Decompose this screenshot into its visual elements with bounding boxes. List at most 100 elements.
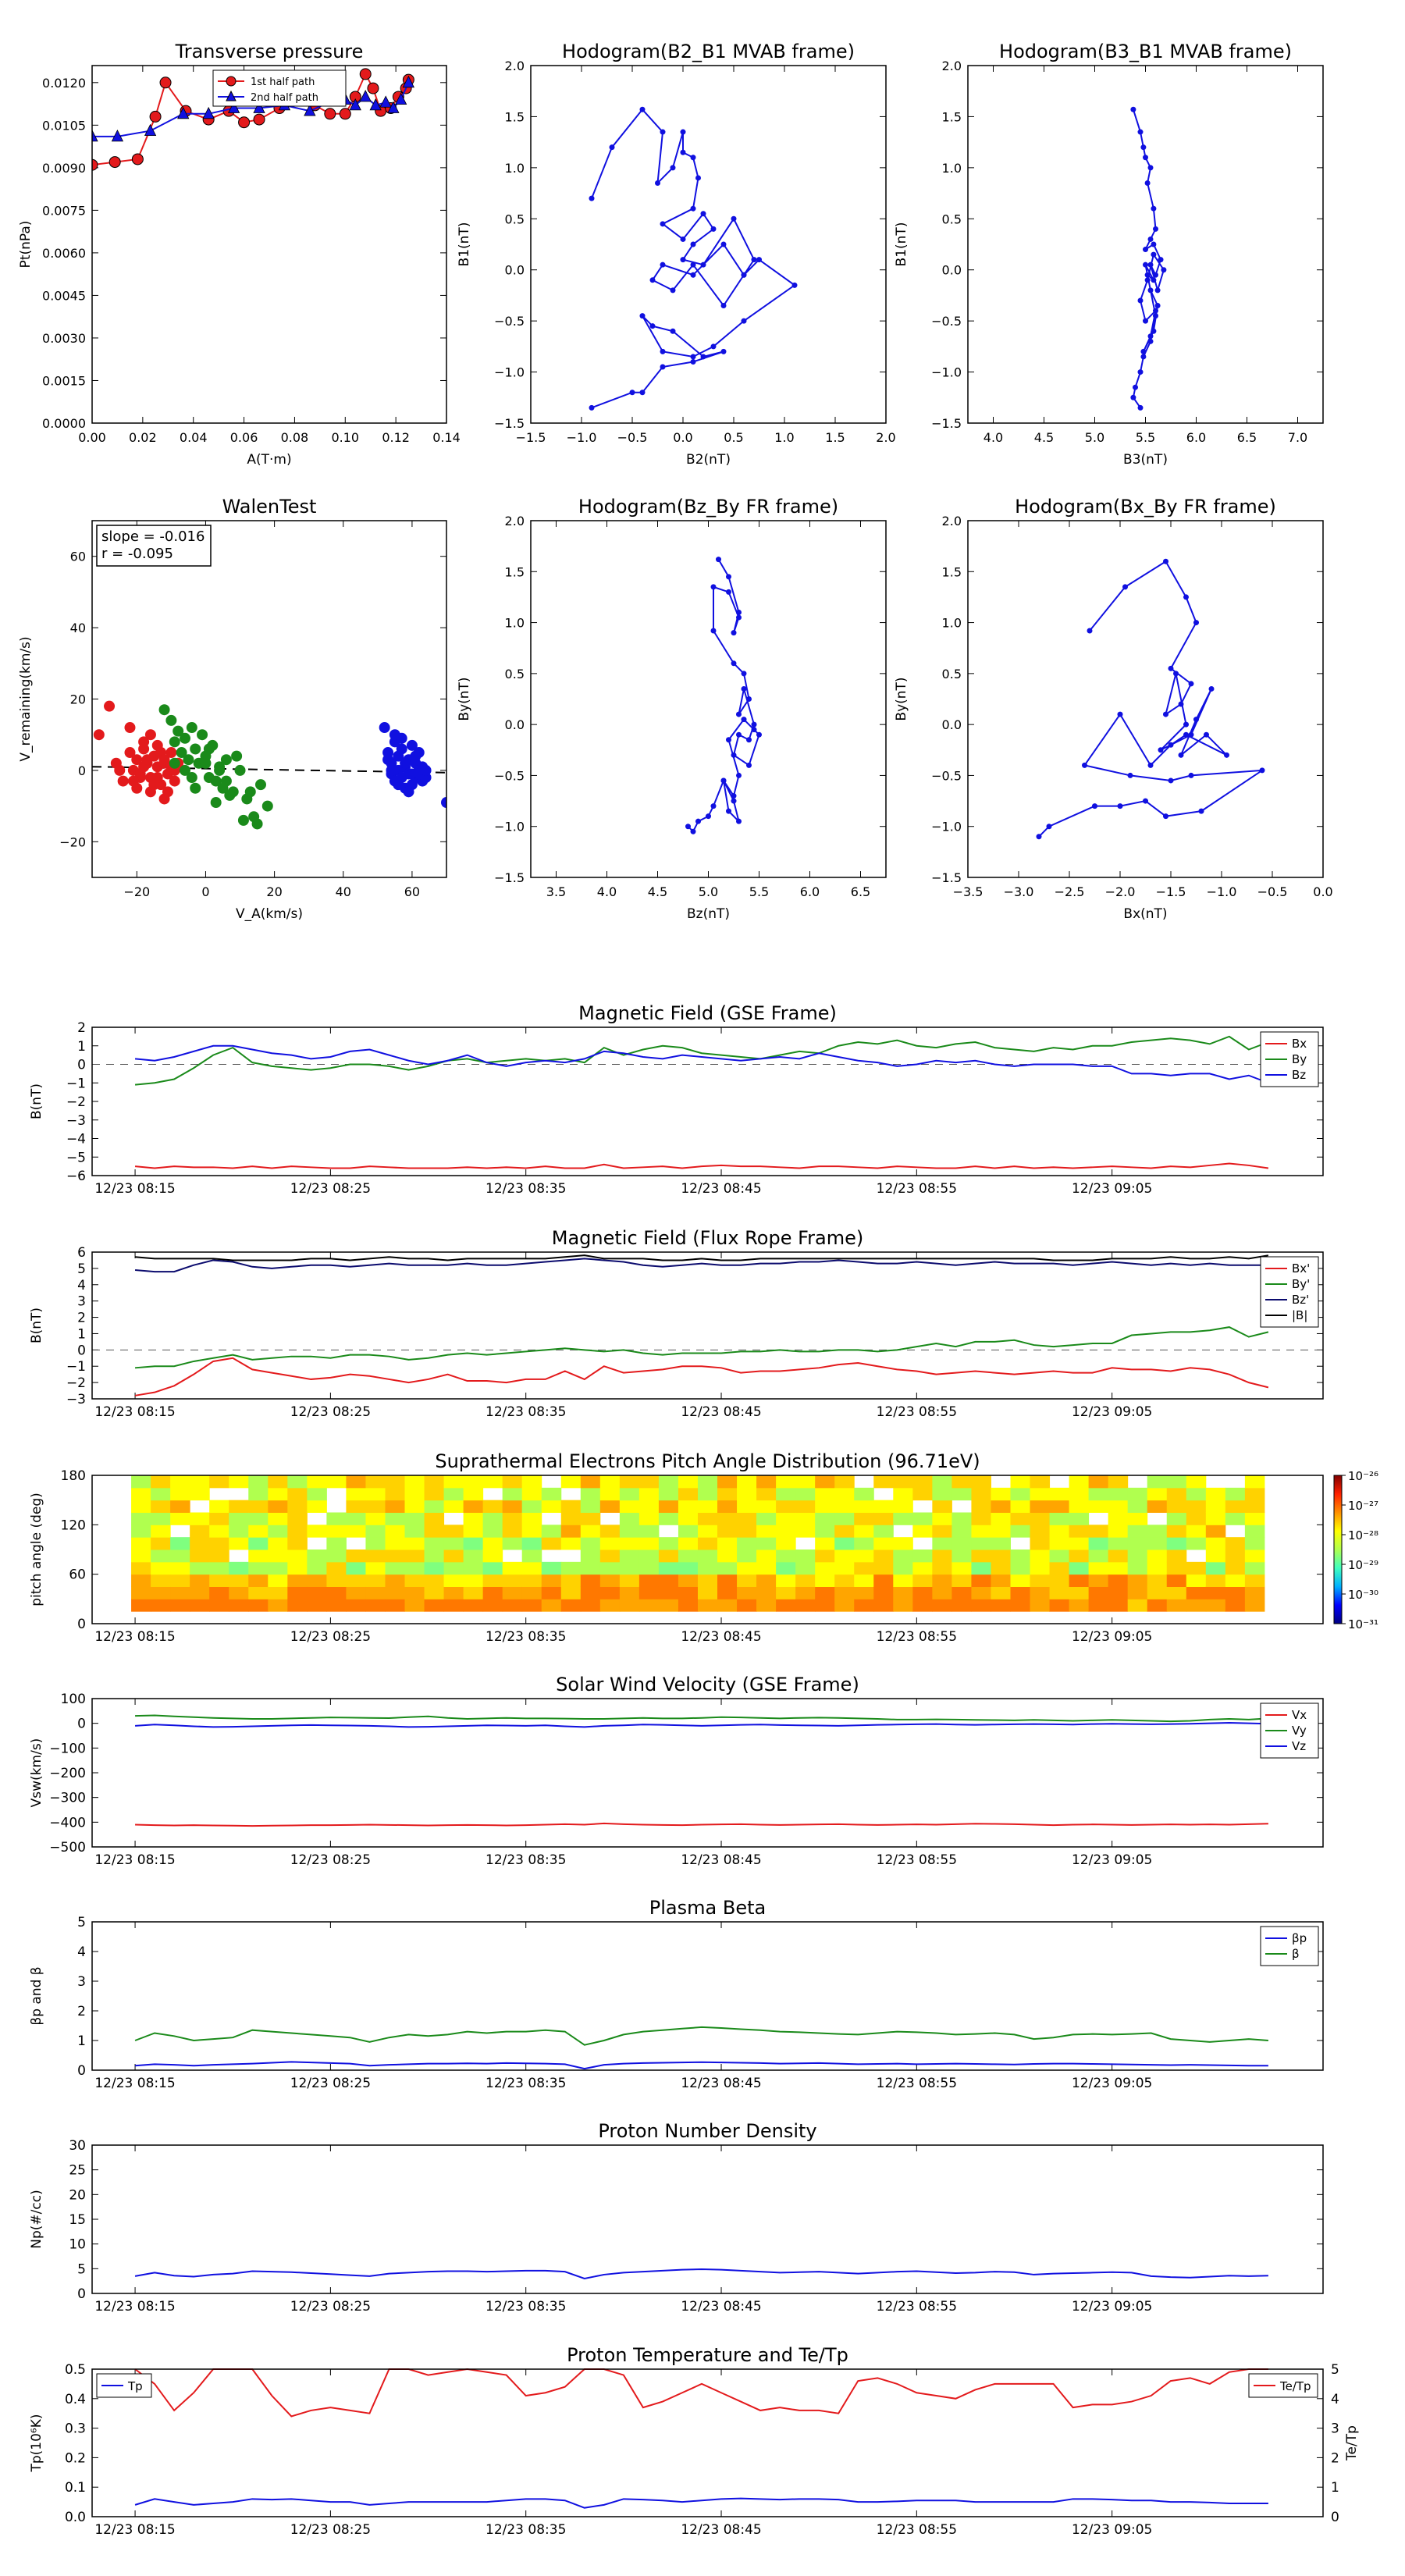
heatmap-cell — [482, 1586, 503, 1599]
heatmap-cell — [678, 1500, 699, 1513]
heatmap-cell — [1205, 1500, 1226, 1513]
electron-pad-title: Suprathermal Electrons Pitch Angle Distr… — [435, 1450, 980, 1472]
heatmap-cell — [307, 1599, 327, 1612]
legend-label: 1st half path — [251, 76, 315, 88]
y-tick-label: −300 — [49, 1791, 86, 1806]
heatmap-cell — [229, 1525, 249, 1538]
heatmap-cell — [365, 1537, 386, 1550]
y-tick-label: 0 — [77, 1343, 86, 1358]
y-tick-label: 25 — [69, 2163, 86, 2179]
heatmap-cell — [424, 1525, 445, 1538]
heatmap-cell — [287, 1574, 308, 1587]
heatmap-cell — [482, 1550, 503, 1563]
heatmap-cell — [932, 1525, 952, 1538]
heatmap-cell — [385, 1586, 406, 1599]
heatmap-cell — [365, 1475, 386, 1489]
heatmap-cell — [795, 1500, 816, 1513]
x-tick-label: 6.5 — [1237, 430, 1257, 445]
data-point — [649, 323, 656, 329]
heatmap-cell — [190, 1586, 210, 1599]
heatmap-cell — [502, 1487, 523, 1501]
heatmap-cell — [521, 1487, 542, 1501]
heatmap-cell — [658, 1537, 679, 1550]
heatmap-cell — [560, 1500, 582, 1513]
heatmap-cell — [1147, 1599, 1168, 1612]
heatmap-cell — [971, 1500, 991, 1513]
heatmap-cell — [1147, 1525, 1168, 1538]
heatmap-cell — [873, 1537, 894, 1550]
y-tick-label: 1 — [77, 1039, 86, 1055]
y-tick-label: −1.5 — [494, 416, 525, 431]
heatmap-cell — [443, 1550, 464, 1563]
heatmap-cell — [346, 1599, 366, 1612]
heatmap-cell — [678, 1487, 699, 1501]
heatmap-cell — [619, 1487, 640, 1501]
data-point — [706, 813, 711, 820]
data-point — [741, 272, 747, 278]
heatmap-cell — [131, 1550, 151, 1563]
series-line-Vy — [135, 1714, 1268, 1723]
heatmap-cell — [248, 1475, 269, 1489]
heatmap-cell — [1108, 1586, 1129, 1599]
data-point — [144, 729, 156, 741]
x-tick-label: 12/23 09:05 — [1072, 1629, 1152, 1645]
heatmap-cell — [131, 1574, 151, 1587]
y-tick-label: 6 — [77, 1245, 86, 1261]
heatmap-cell — [385, 1599, 406, 1612]
legend-label: By — [1292, 1052, 1307, 1066]
x-tick-label: 12/23 08:15 — [94, 1852, 175, 1868]
data-point — [731, 798, 737, 804]
data-point — [1144, 277, 1151, 283]
heatmap-cell — [697, 1512, 718, 1525]
heatmap-cell — [991, 1500, 1011, 1513]
data-point — [1122, 584, 1128, 590]
heatmap-cell — [404, 1550, 425, 1563]
hodogram-b2-b1-xlabel: B2(nT) — [686, 452, 731, 468]
data-point — [1168, 777, 1174, 784]
data-point — [261, 800, 273, 812]
heatmap-cell — [365, 1574, 386, 1587]
data-point — [253, 113, 265, 126]
heatmap-cell — [1127, 1525, 1148, 1538]
hodogram-b2-b1-ylabel: B1(nT) — [457, 222, 472, 267]
heatmap-cell — [756, 1586, 777, 1599]
x-tick-label: 12/23 08:55 — [877, 1404, 957, 1420]
heatmap-cell — [1010, 1574, 1031, 1587]
data-point — [609, 144, 615, 151]
heatmap-cell — [658, 1574, 679, 1587]
heatmap-cell — [638, 1550, 660, 1563]
heatmap-cell — [1166, 1537, 1187, 1550]
x-tick-label: 12/23 09:05 — [1072, 2522, 1152, 2538]
heatmap-cell — [854, 1500, 874, 1513]
x-tick-label: −2.0 — [1105, 884, 1136, 899]
heatmap-cell — [756, 1550, 777, 1563]
data-point — [720, 241, 727, 247]
data-point — [731, 752, 737, 758]
x-tick-label: 6.0 — [800, 884, 820, 899]
y-tick-label: 0.3 — [65, 2421, 86, 2437]
heatmap-cell — [1244, 1487, 1265, 1501]
heatmap-cell — [1088, 1550, 1109, 1563]
y-tick-label: −0.5 — [931, 314, 962, 329]
data-point — [158, 704, 170, 716]
y-tick-label: 2 — [77, 1311, 86, 1326]
heatmap-cell — [482, 1500, 503, 1513]
data-point — [1183, 721, 1189, 728]
y-tick-label: −0.5 — [931, 768, 962, 783]
heatmap-cell — [776, 1586, 796, 1599]
data-point — [695, 175, 701, 181]
x-tick-label: 12/23 08:55 — [877, 2522, 957, 2538]
series-line-B1-vs-B3 — [1132, 109, 1165, 408]
x-tick-label: 12/23 08:45 — [681, 1852, 761, 1868]
x-tick-label: 2.0 — [876, 430, 895, 445]
heatmap-cell — [1147, 1475, 1168, 1489]
heatmap-cell — [873, 1599, 894, 1612]
x-tick-label: 4.0 — [984, 430, 1003, 445]
heatmap-cell — [209, 1537, 229, 1550]
heatmap-cell — [1030, 1537, 1051, 1550]
series-line-Np — [134, 2268, 1268, 2280]
heatmap-cell — [815, 1537, 835, 1550]
heatmap-cell — [268, 1599, 288, 1612]
data-point — [710, 803, 717, 809]
heatmap-cell — [599, 1550, 621, 1563]
